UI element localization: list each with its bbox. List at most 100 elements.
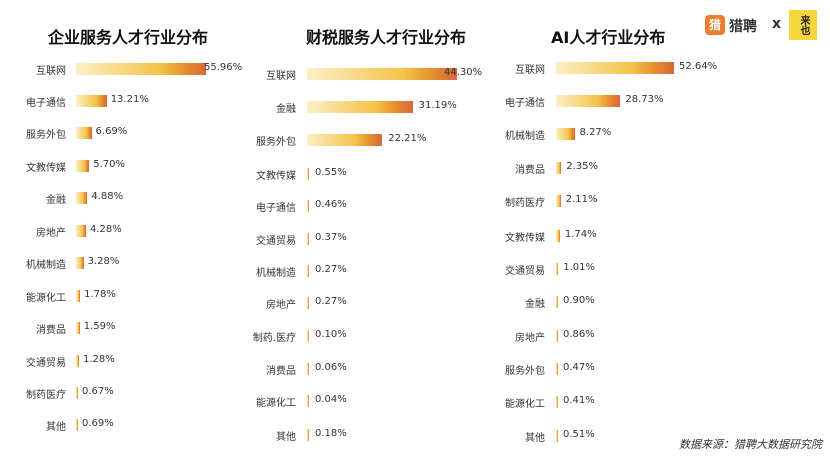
category-label: 机械制造 <box>26 260 66 271</box>
bar <box>556 162 562 174</box>
value-label: 0.47% <box>563 362 595 373</box>
category-label: 互联网 <box>36 66 66 77</box>
value-label: 3.28% <box>87 256 120 267</box>
liepin-logo-icon: 猎 <box>705 15 725 35</box>
category-label: 其他 <box>525 433 545 444</box>
category-label: 服务外包 <box>26 130 66 141</box>
category-label: 房地产 <box>515 333 545 344</box>
value-label: 0.06% <box>315 362 347 373</box>
value-label: 1.01% <box>563 262 596 273</box>
value-label: 1.74% <box>564 229 597 240</box>
value-label: 22.21% <box>388 133 427 144</box>
category-label: 消费品 <box>36 325 66 336</box>
value-label: 0.27% <box>315 264 347 275</box>
bar <box>307 395 309 407</box>
category-label: 房地产 <box>266 300 296 311</box>
value-label: 0.69% <box>82 418 114 429</box>
value-label: 13.21% <box>110 94 149 105</box>
bar <box>556 263 559 275</box>
value-label: 0.46% <box>315 199 347 210</box>
category-label: 消费品 <box>266 366 296 377</box>
category-label: 电子通信 <box>26 98 66 109</box>
bar <box>76 322 80 334</box>
liepin-logo-text: 猎聘 <box>729 19 757 35</box>
category-label: 服务外包 <box>256 137 296 148</box>
bar <box>76 95 107 107</box>
category-label: 消费品 <box>515 165 545 176</box>
category-label: 机械制造 <box>256 268 296 279</box>
value-label: 8.27% <box>579 127 612 138</box>
chart-title-enterprise: 企业服务人才行业分布 <box>48 28 209 47</box>
bar <box>307 200 309 212</box>
value-label: 0.51% <box>563 429 595 440</box>
value-label: 55.96% <box>204 62 243 73</box>
category-label: 能源化工 <box>256 398 296 409</box>
category-label: 其他 <box>276 432 296 443</box>
chart-title-ai: AI人才行业分布 <box>551 28 666 47</box>
category-label: 金融 <box>46 195 66 206</box>
category-label: 互联网 <box>515 65 545 76</box>
value-label: 4.88% <box>91 191 124 202</box>
value-label: 0.86% <box>563 329 595 340</box>
bar <box>556 430 558 442</box>
value-label: 0.27% <box>315 296 347 307</box>
laiye-logo: 来也 <box>789 10 817 40</box>
value-label: 0.10% <box>315 329 347 340</box>
category-label: 其他 <box>46 422 66 433</box>
bar <box>76 160 90 172</box>
category-label: 能源化工 <box>26 293 66 304</box>
category-label: 制药医疗 <box>26 390 66 401</box>
category-label: 交通贸易 <box>505 266 545 277</box>
bar <box>76 387 78 399</box>
category-label: 金融 <box>276 104 296 115</box>
category-label: 交通贸易 <box>256 236 296 247</box>
value-label: 1.78% <box>84 289 116 300</box>
value-label: 4.28% <box>89 224 122 235</box>
bar <box>307 68 457 80</box>
bar <box>76 225 86 237</box>
category-label: 服务外包 <box>505 366 545 377</box>
value-label: 1.28% <box>82 354 115 365</box>
bar <box>307 168 309 180</box>
bar <box>307 429 309 441</box>
bar <box>76 290 81 302</box>
bar <box>556 296 559 308</box>
bar <box>556 195 561 207</box>
value-label: 28.73% <box>625 94 664 105</box>
value-label: 31.19% <box>418 100 457 111</box>
category-label: 机械制造 <box>505 131 545 142</box>
value-label: 44.30% <box>444 67 483 78</box>
category-label: 文教传媒 <box>256 171 296 182</box>
category-label: 房地产 <box>36 228 66 239</box>
data-source: 数据来源：猎聘大数据研究院 <box>679 438 822 451</box>
category-label: 制药医疗 <box>505 198 545 209</box>
category-label: 互联网 <box>266 71 296 82</box>
bar <box>307 330 309 342</box>
bar <box>76 355 79 367</box>
category-label: 交通贸易 <box>26 358 66 369</box>
value-label: 0.90% <box>563 295 595 306</box>
bar <box>556 396 558 408</box>
bar <box>307 265 309 277</box>
bar <box>76 127 92 139</box>
value-label: 5.70% <box>93 159 126 170</box>
value-label: 1.59% <box>83 321 116 332</box>
bar <box>307 101 413 113</box>
value-label: 52.64% <box>679 61 718 72</box>
value-label: 0.18% <box>315 428 347 439</box>
category-label: 文教传媒 <box>505 233 545 244</box>
category-label: 文教传媒 <box>26 163 66 174</box>
category-label: 电子通信 <box>505 98 545 109</box>
category-label: 能源化工 <box>505 399 545 410</box>
value-label: 2.11% <box>565 194 598 205</box>
value-label: 6.69% <box>95 126 128 137</box>
bar <box>76 63 206 75</box>
bar <box>76 257 84 269</box>
value-label: 0.55% <box>315 167 347 178</box>
value-label: 2.35% <box>566 161 599 172</box>
bar <box>556 128 575 140</box>
value-label: 0.04% <box>315 394 347 405</box>
